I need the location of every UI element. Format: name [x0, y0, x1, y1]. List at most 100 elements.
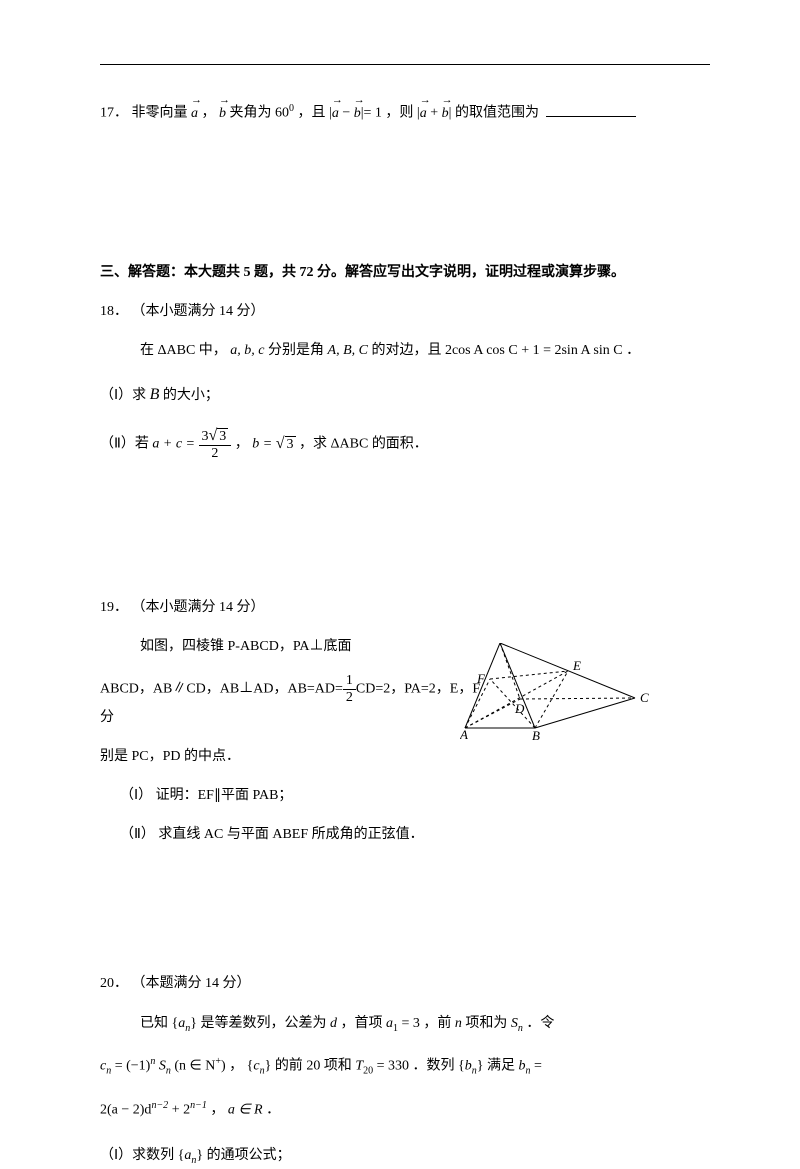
t3: ．数列: [413, 1059, 455, 1074]
page: 17． 非零向量 a ， b 夹角为 600 ，且 |a − b|= 1 ，则 …: [0, 0, 800, 1132]
Sn-sub: n: [518, 1022, 523, 1033]
l1c: ，首项: [340, 1016, 382, 1031]
eq3: = 3: [398, 1016, 420, 1031]
spacer: [100, 475, 710, 595]
q18-header: 18． （本小题满分 14 分）: [100, 299, 710, 324]
bn2-eq: =: [530, 1059, 541, 1074]
intro-c: 分别是角: [268, 343, 324, 358]
brace-open3: {: [458, 1059, 465, 1074]
brace-open4: {: [178, 1148, 185, 1163]
ABC-angles: A, B, C: [328, 343, 368, 358]
p2-comma: ，: [235, 437, 249, 452]
q17-and: ，且: [298, 106, 326, 121]
q19-l3: 别是 PC，PD 的中点．: [100, 744, 490, 769]
angle-60: 60: [275, 106, 289, 121]
q19-p1: （Ⅰ） 证明：EF∥平面 PAB；: [100, 783, 510, 808]
sqrt-3: √3: [276, 430, 296, 459]
label-A: A: [460, 727, 468, 742]
q17-text-a: 非零向量: [132, 106, 188, 121]
T20-eq: = 330: [373, 1059, 409, 1074]
spacer: [100, 140, 710, 260]
vec-b2: b: [354, 101, 361, 126]
q18-equation: 2cos A cos C + 1 = 2sin A sin C: [445, 343, 623, 358]
q17-text-c: 的取值范围为: [455, 106, 539, 121]
q19-l2a: ABCD，AB∥CD，AB⊥AD，AB=AD=: [100, 681, 343, 696]
q18-number: 18．: [100, 304, 128, 319]
l1e: 项和为: [465, 1016, 507, 1031]
q19-p2: （Ⅱ） 求直线 AC 与平面 ABEF 所成角的正弦值．: [100, 822, 510, 847]
p2-b-eq: b =: [252, 437, 272, 452]
p1-label: （Ⅰ）求数列: [100, 1148, 174, 1163]
comma: ，: [229, 1059, 243, 1074]
n-var: n: [455, 1016, 462, 1031]
period: ．: [626, 343, 640, 358]
vec-b3: b: [442, 101, 449, 126]
q20-l1: 已知 {an} 是等差数列，公差为 d ，首项 a1 = 3 ，前 n 项和为 …: [100, 1011, 710, 1038]
triangle-abc: ΔABC: [158, 343, 196, 358]
Sn2: S: [159, 1059, 166, 1074]
exp1: n−2: [151, 1100, 168, 1111]
eq-neg1: = (−1): [115, 1059, 151, 1074]
q20-points: （本题满分 14 分）: [132, 976, 251, 991]
abs-close2: |: [449, 106, 452, 121]
q17-text-b: 夹角为: [230, 106, 272, 121]
q18-part2: （Ⅱ）若 a + c = 3√3 2 ， b = √3 ，求 ΔABC 的面积．: [100, 428, 710, 461]
label-B: B: [532, 728, 540, 743]
den: 2: [343, 690, 356, 705]
exp-n: n: [150, 1056, 155, 1067]
degree: 0: [289, 103, 294, 114]
vec-a2: a: [332, 101, 339, 126]
label-E: E: [572, 658, 581, 673]
brace-close2: }: [265, 1059, 272, 1074]
frac-half: 12: [343, 674, 356, 705]
vec-a: a: [191, 101, 198, 126]
brace-close3: }: [477, 1059, 484, 1074]
l1a: 已知: [140, 1016, 168, 1031]
pyramid-diagram-svg: P A B C D E F: [460, 643, 650, 743]
Sn: S: [511, 1016, 518, 1031]
cn-sub: n: [106, 1066, 111, 1077]
frac-num: 3√3: [199, 428, 232, 446]
q20-number: 20．: [100, 976, 128, 991]
spacer: [100, 861, 710, 971]
minus: −: [342, 106, 350, 121]
content-area: 17． 非零向量 a ， b 夹角为 600 ，且 |a − b|= 1 ，则 …: [100, 60, 710, 1169]
paren-close: ): [221, 1059, 226, 1074]
num: 1: [343, 674, 356, 690]
abc-sides: a, b, c: [230, 343, 264, 358]
p1-tail: 的通项公式；: [207, 1148, 291, 1163]
a1: a: [386, 1016, 393, 1031]
t2: 项和: [324, 1059, 352, 1074]
l1f: ．令: [526, 1016, 554, 1031]
section3-title: 三、解答题：本大题共 5 题，共 72 分。解答应写出文字说明，证明过程或演算步…: [100, 260, 710, 285]
q19-header: 19． （本小题满分 14 分）: [100, 595, 710, 620]
q18-intro: 在 ΔABC 中， a, b, c 分别是角 A, B, C 的对边，且 2co…: [100, 338, 710, 363]
p2-label: （Ⅱ）若: [100, 437, 149, 452]
p1-tail: 的大小；: [163, 388, 219, 403]
q19-l2: ABCD，AB∥CD，AB⊥AD，AB=AD=12CD=2，PA=2，E，F 分: [100, 674, 490, 730]
period-l3: ．: [266, 1102, 280, 1117]
frac-den: 2: [199, 446, 232, 461]
brace-close4: }: [196, 1148, 203, 1163]
label-D: D: [514, 701, 525, 716]
comma: ，: [202, 106, 216, 121]
q17-number: 17．: [100, 106, 128, 121]
q20-l3: 2(a − 2)dn−2 + 2n−1 ， a ∈ R ．: [100, 1097, 710, 1123]
exp2: n−1: [190, 1100, 207, 1111]
p1-label: （Ⅰ）求: [100, 388, 146, 403]
l3-expr: 2(a − 2)d: [100, 1102, 151, 1117]
comma-l3: ，: [210, 1102, 224, 1117]
bn: b: [465, 1059, 472, 1074]
t1: 的前: [275, 1059, 303, 1074]
p1-B: B: [150, 386, 160, 403]
l1d: ，前: [423, 1016, 451, 1031]
plus2: + 2: [172, 1102, 190, 1117]
p2-tri: ΔABC: [331, 437, 369, 452]
intro-d: 的对边，且: [371, 343, 441, 358]
q17-then: ，则: [385, 106, 413, 121]
brace-close: }: [190, 1016, 197, 1031]
q20-p1: （Ⅰ）求数列 {an} 的通项公式；: [100, 1143, 710, 1169]
q18-part1: （Ⅰ）求 B 的大小；: [100, 381, 710, 410]
Sn2-sub: n: [166, 1066, 171, 1077]
T20-sub: 20: [363, 1066, 373, 1077]
